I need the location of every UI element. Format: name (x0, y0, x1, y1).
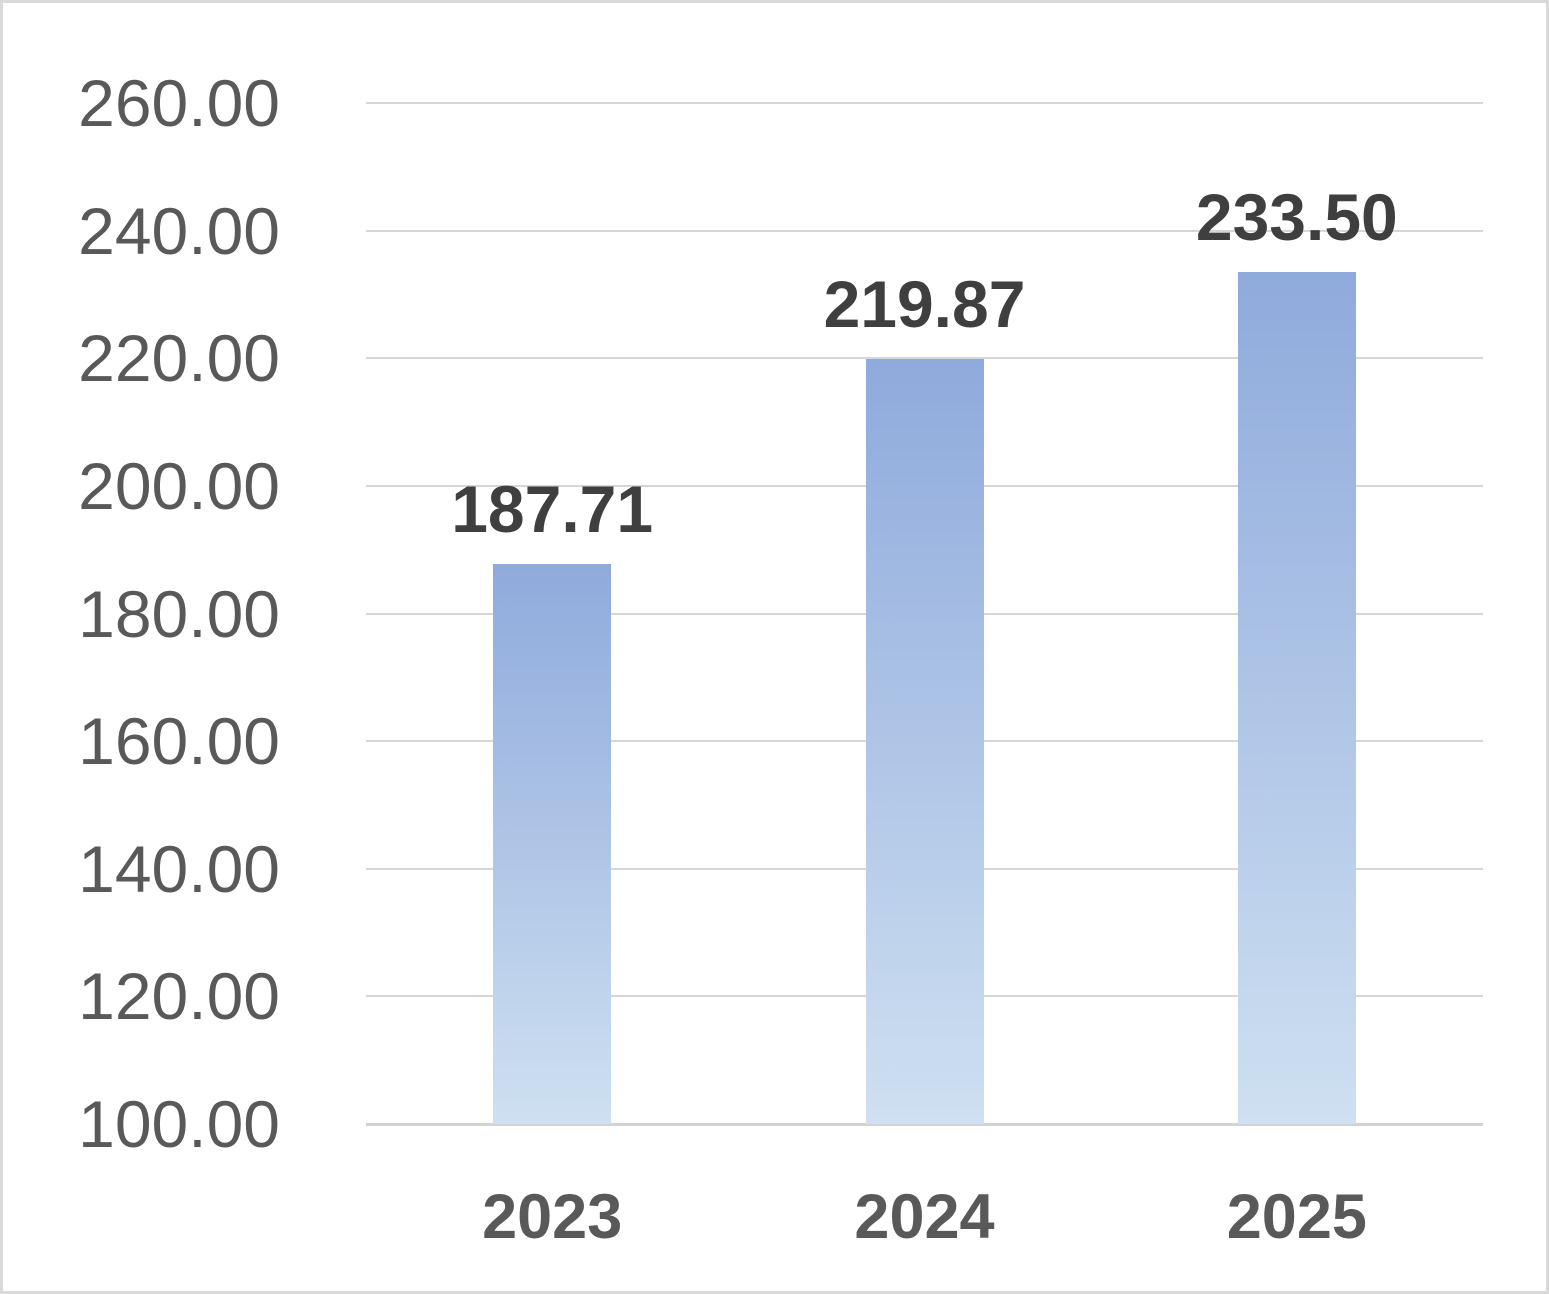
x-category-label: 2024 (854, 1182, 995, 1252)
x-axis-category-labels: 2023 2024 2025 (3, 3, 1546, 1291)
y-tick-label: 220.00 (78, 321, 280, 396)
bar-2024 (865, 359, 984, 1124)
gridline (366, 102, 1483, 104)
y-tick-label: 260.00 (78, 66, 280, 140)
x-axis-line (366, 1123, 1483, 1126)
x-category-label: 2025 (1226, 1182, 1367, 1252)
bars-layer (3, 3, 1546, 1291)
y-axis-tick-labels: 260.00 240.00 220.00 200.00 180.00 160.00 140.… (3, 3, 1546, 1291)
x-category-label: 2023 (482, 1182, 623, 1252)
bar-data-label: 219.87 (823, 267, 1026, 342)
y-tick-label: 240.00 (78, 193, 280, 268)
bar-2023 (493, 564, 612, 1124)
y-tick-label: 180.00 (78, 576, 280, 651)
y-tick-label: 100.00 (78, 1087, 280, 1161)
y-tick-label: 200.00 (78, 448, 280, 523)
bar-data-label: 233.50 (1195, 180, 1398, 255)
bar-2025 (1237, 272, 1356, 1124)
y-tick-label: 160.00 (78, 704, 280, 779)
bar-data-label: 187.71 (451, 472, 654, 547)
y-tick-label: 140.00 (78, 831, 280, 906)
y-tick-label: 120.00 (78, 959, 280, 1034)
data-labels-layer: 187.71 219.87 233.50 (3, 3, 1546, 1291)
gridline (366, 229, 1483, 232)
gridline (366, 357, 1483, 360)
